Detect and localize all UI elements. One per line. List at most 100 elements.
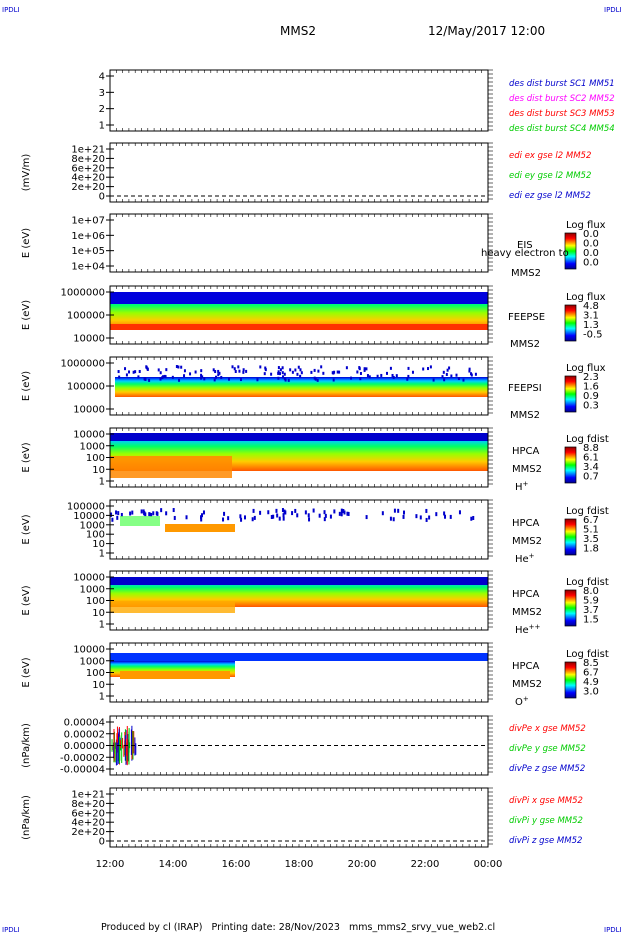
spectrogram-feepsi-speck (299, 374, 302, 378)
colorbar (564, 304, 577, 342)
y-tick-label: 100000 (67, 311, 105, 322)
spectrogram-feepsi-speck (332, 371, 335, 375)
spectrogram-feepsi-speck (445, 372, 448, 376)
spectrogram-feepsi-speck (442, 370, 445, 374)
spectrogram-hpca-he-speck (346, 511, 349, 516)
spectrogram-hpca-he-speck (240, 517, 243, 522)
spectrogram-feepsi-speck (218, 371, 221, 375)
legend-entry: edi ex gse l2 MM52 (509, 151, 591, 161)
spectrogram-feepsi-speck (215, 375, 218, 379)
spectrogram-hpca-he-speck (200, 517, 203, 522)
spectrogram-hpca-he-hot (165, 524, 235, 532)
x-tick-label: 00:00 (474, 859, 503, 870)
spectrogram-feepsi-speck (137, 375, 140, 379)
colorbar-title: Log fdist (566, 506, 609, 517)
spectrogram-feepsi-speck (163, 374, 166, 378)
spectrogram-feepsi-speck (148, 378, 151, 382)
y-tick-label: 10 (92, 539, 105, 550)
y-tick-label: 1 (99, 692, 105, 703)
spectrogram-hpca-he-speck (259, 510, 262, 515)
spectrogram-hpca-he-speck (458, 510, 461, 515)
spacecraft-label: MMS2 (512, 536, 542, 547)
spectrogram-hpca-he-speck (449, 514, 452, 519)
spectrogram-hpca-he-speck (338, 511, 341, 516)
spectrogram-hpca-he-speck (323, 510, 326, 515)
y-tick-label: 100 (86, 596, 105, 607)
colorbar-tick-label: 6.7 (583, 668, 599, 679)
spectrogram-hpca-he-speck (172, 508, 175, 513)
spectrogram-feepsi-speck (203, 377, 206, 381)
colorbar-tick-label: -0.5 (583, 330, 603, 341)
spectrogram-hpca-he-speck (340, 512, 343, 517)
spacecraft-label: MMS2 (512, 464, 542, 475)
spectrogram-feepsi-speck (368, 375, 371, 379)
spectrogram-hpca-he-speck (419, 515, 422, 520)
colorbar-tick-label: 6.1 (583, 453, 599, 464)
y-tick-label: 1000000 (60, 288, 105, 299)
spectrogram-feepsi-speck (411, 370, 414, 374)
spectrogram-feepsi-speck (228, 377, 231, 381)
spectrogram-hpca-he-speck (307, 513, 310, 518)
spectrogram-feepsi-speck (448, 366, 451, 370)
panel-p1 (106, 69, 493, 132)
spectrogram-feepsi-speck (310, 370, 313, 374)
spectrogram-feepsi-speck (474, 372, 477, 376)
colorbar-tick-label: 8.0 (583, 586, 599, 597)
colorbar-title: Log fdist (566, 649, 609, 660)
y-tick-label: 10 (92, 680, 105, 691)
corner-mark-bl: IPDLI (2, 926, 20, 934)
colorbar-tick-label: 0.0 (583, 239, 599, 250)
spectrogram-feepsi-speck (220, 375, 223, 379)
spectrogram-hpca-he-speck (152, 511, 155, 516)
y-axis-label: E (eV) (21, 514, 32, 544)
spectrogram-hpca-he-speck (294, 508, 297, 513)
y-tick-label: 1e+06 (71, 231, 105, 242)
spectrogram-feepsi-speck (157, 368, 160, 372)
y-tick-label: 0.00000 (64, 741, 105, 752)
instrument-label: HPCA (512, 661, 540, 672)
colorbar-tick-label: 3.5 (583, 534, 599, 545)
spectrogram-feepsi-speck (359, 371, 362, 375)
y-tick-label: 1000 (80, 441, 105, 452)
spectrogram-hpca-he-speck (253, 515, 256, 520)
spectrogram-feepsi-speck (264, 368, 267, 372)
spectrogram-feepsi-speck (200, 373, 203, 377)
spectrogram-hpca-he-speck (115, 510, 118, 515)
spectrogram-feepsi-speck (359, 377, 362, 381)
spectrogram-feepsi-speck (277, 376, 280, 380)
y-tick-label: 10000 (73, 645, 105, 656)
panel-p5 (106, 356, 577, 416)
spectrogram-feepsi-speck (242, 368, 245, 372)
y-axis-label: E (eV) (21, 657, 32, 687)
spectrogram-feepsi-speck (422, 367, 425, 371)
spectrogram-feepsi-speck (365, 367, 368, 371)
y-tick-label: 10000 (73, 573, 105, 584)
spectrogram-hpca-he-speck (110, 512, 113, 517)
y-tick-label: 1 (99, 121, 105, 132)
spectrogram-feepsi-speck (313, 376, 316, 380)
spectrogram-hpca-he-speck (381, 511, 384, 516)
spectrogram-feepsi-speck (350, 376, 353, 380)
instrument-label: HPCA (512, 446, 540, 457)
spectrogram-feepsi-speck (264, 366, 267, 370)
spectrogram-feepsi-speck (256, 378, 259, 382)
spectrogram-hpca-he-speck (365, 515, 368, 520)
spectrogram-hpca-he-speck (312, 508, 315, 513)
x-tick-label: 20:00 (348, 859, 377, 870)
y-axis-label: (mV/m) (21, 154, 32, 192)
spectrogram-hpca-he-speck (343, 510, 346, 515)
y-tick-label: 1e+07 (71, 216, 105, 227)
spectrogram-hpca-he-speck (223, 511, 226, 516)
spectrogram-feepsi-speck (407, 366, 410, 370)
legend-entry: divPe y gse MM52 (509, 744, 586, 754)
y-tick-label: 1e+05 (71, 246, 105, 257)
spectrogram-hpca-o-top (110, 653, 488, 661)
spectrogram-feepsi-speck (391, 373, 394, 377)
panel-p2 (106, 142, 493, 203)
y-tick-label: 6e+20 (71, 808, 105, 819)
colorbar-tick-label: 1.6 (583, 382, 599, 393)
y-axis-label: (nPa/km) (21, 795, 32, 840)
spectrogram-hpca-he-speck (267, 510, 270, 515)
spectrogram-hpca-he-speck (324, 513, 327, 518)
colorbar-tick-label: 1.3 (583, 320, 599, 331)
